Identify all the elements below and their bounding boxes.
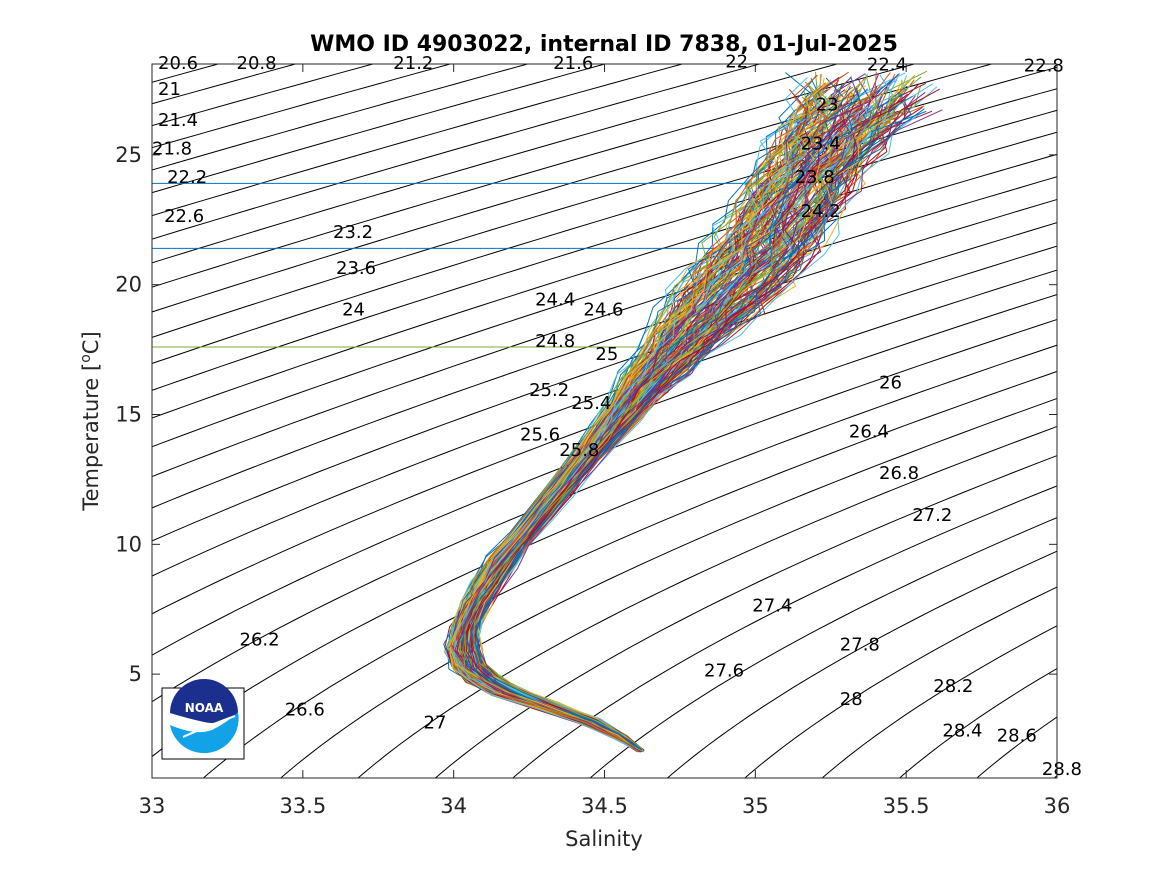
contour-label-27-8: 27.8 — [840, 635, 880, 656]
contour-label-23: 23 — [816, 95, 839, 116]
contour-label-27-6: 27.6 — [704, 661, 744, 682]
contour-label-27-2: 27.2 — [912, 505, 952, 526]
contour-label-26-4: 26.4 — [849, 422, 889, 443]
contour-label-28-2: 28.2 — [933, 676, 973, 697]
contour-label-26-6: 26.6 — [285, 700, 325, 721]
x-tick-label: 33.5 — [279, 794, 326, 818]
contour-label-25: 25 — [595, 344, 618, 365]
contour-label-26-8: 26.8 — [879, 463, 919, 484]
contour-label-21-4: 21.4 — [158, 110, 198, 131]
x-tick-label: 34 — [440, 794, 467, 818]
contour-label-25-2: 25.2 — [529, 380, 569, 401]
contour-label-24-4: 24.4 — [535, 289, 575, 310]
y-axis-label-unit: C] — [79, 331, 103, 354]
contour-label-27: 27 — [424, 713, 447, 734]
contour-label-25-6: 25.6 — [520, 424, 560, 445]
x-tick-label: 35 — [742, 794, 769, 818]
y-tick-label: 20 — [115, 273, 142, 297]
y-axis-label-degree: o — [78, 354, 94, 363]
contour-label-23-4: 23.4 — [801, 134, 841, 155]
x-axis-label: Salinity — [565, 827, 643, 851]
contour-label-22-6: 22.6 — [164, 206, 204, 227]
contour-label-26-2: 26.2 — [240, 629, 280, 650]
contour-label-24: 24 — [342, 300, 365, 321]
contour-label-24-2: 24.2 — [801, 201, 841, 222]
y-tick-label: 5 — [129, 662, 142, 686]
contour-label-25-4: 25.4 — [571, 393, 611, 414]
chart-title: WMO ID 4903022, internal ID 7838, 01-Jul… — [310, 32, 898, 57]
logo-text: NOAA — [185, 701, 224, 715]
contour-label-28: 28 — [840, 689, 863, 710]
contour-label-21-8: 21.8 — [152, 139, 192, 160]
contour-label-28-8: 28.8 — [1042, 759, 1082, 780]
contour-label-25-8: 25.8 — [559, 440, 599, 461]
contour-label-22-4: 22.4 — [867, 54, 907, 75]
x-tick-label: 33 — [139, 794, 166, 818]
contour-label-22-8: 22.8 — [1024, 56, 1064, 77]
x-tick-label: 34.5 — [581, 794, 628, 818]
contour-label-27-4: 27.4 — [752, 596, 792, 617]
contour-label-28-4: 28.4 — [942, 720, 982, 741]
y-tick-label: 15 — [115, 403, 142, 427]
contour-label-23-6: 23.6 — [336, 258, 376, 279]
y-tick-label: 10 — [115, 532, 142, 556]
contour-label-24-6: 24.6 — [583, 300, 623, 321]
x-tick-label: 35.5 — [883, 794, 930, 818]
y-axis-label-main: Temperature [ — [79, 363, 103, 512]
y-tick-label: 25 — [115, 143, 142, 167]
contour-label-22-2: 22.2 — [167, 167, 207, 188]
contour-label-24-8: 24.8 — [535, 331, 575, 352]
contour-label-21: 21 — [158, 79, 181, 100]
noaa-logo-icon: NOAA — [162, 679, 244, 759]
contour-label-26: 26 — [879, 372, 902, 393]
contour-label-23-8: 23.8 — [795, 167, 835, 188]
contour-label-23-2: 23.2 — [333, 222, 373, 243]
contour-label-28-6: 28.6 — [997, 726, 1037, 747]
x-tick-label: 36 — [1044, 794, 1071, 818]
